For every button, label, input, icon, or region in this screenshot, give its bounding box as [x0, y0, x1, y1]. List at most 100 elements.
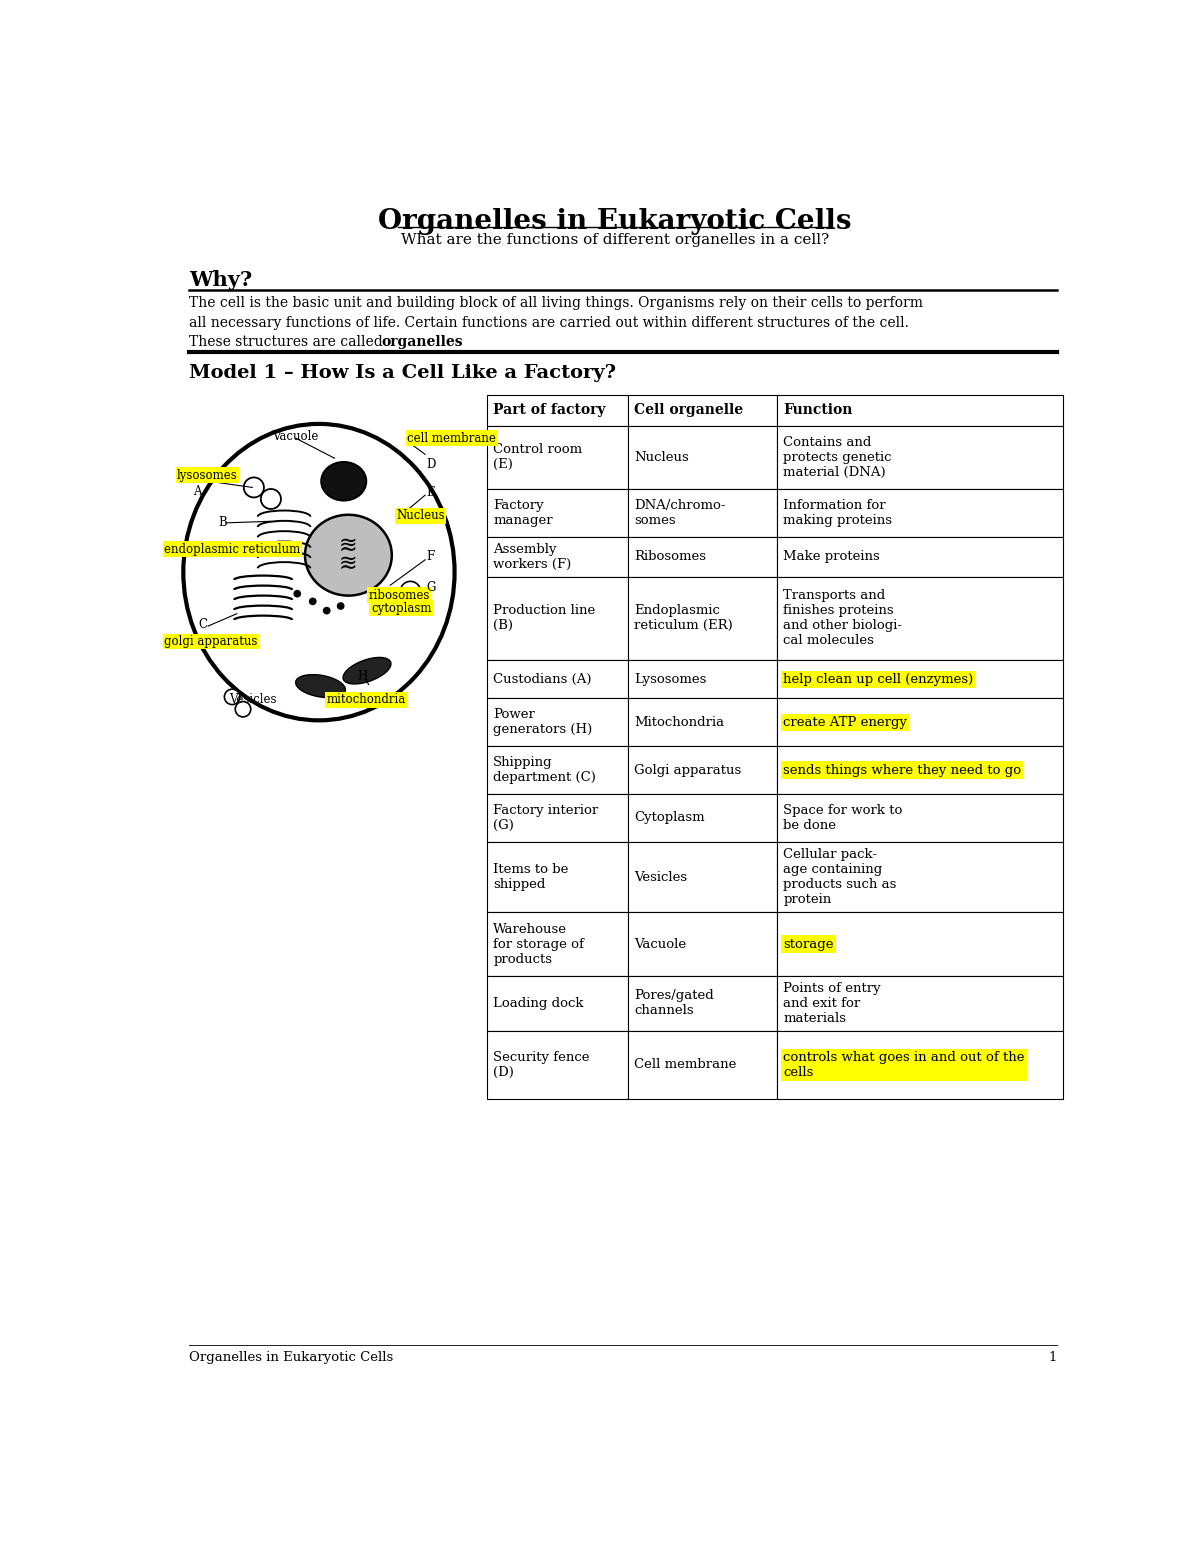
Bar	[487, 394, 628, 426]
Bar	[776, 489, 1063, 537]
Text: .: .	[440, 335, 445, 349]
Bar	[628, 842, 776, 913]
Text: Points of entry
and exit for
materials: Points of entry and exit for materials	[784, 981, 881, 1025]
Circle shape	[401, 581, 420, 601]
Text: Cell membrane: Cell membrane	[635, 1059, 737, 1072]
Text: Pores/gated
channels: Pores/gated channels	[635, 989, 714, 1017]
Bar	[487, 1031, 628, 1100]
Text: D: D	[427, 458, 436, 471]
Text: Assembly
workers (F): Assembly workers (F)	[493, 542, 571, 572]
Text: Endoplasmic
reticulum (ER): Endoplasmic reticulum (ER)	[635, 604, 733, 632]
Bar	[487, 537, 628, 576]
Text: What are the functions of different organelles in a cell?: What are the functions of different orga…	[401, 233, 829, 247]
Text: DNA/chromo-
somes: DNA/chromo- somes	[635, 499, 726, 526]
Text: E: E	[427, 486, 436, 499]
Text: all necessary functions of life. Certain functions are carried out within differ: all necessary functions of life. Certain…	[188, 315, 908, 329]
Bar	[487, 745, 628, 794]
Text: Vesicles: Vesicles	[229, 694, 276, 707]
Bar	[628, 699, 776, 745]
Circle shape	[260, 489, 281, 509]
Bar	[628, 426, 776, 489]
Bar	[776, 394, 1063, 426]
Bar	[628, 913, 776, 975]
Bar	[776, 537, 1063, 576]
Text: Vacuole: Vacuole	[272, 430, 319, 443]
Bar	[776, 842, 1063, 913]
Bar	[628, 660, 776, 699]
Bar	[628, 975, 776, 1031]
Bar	[487, 913, 628, 975]
Text: Factory
manager: Factory manager	[493, 499, 553, 526]
Text: Power
generators (H): Power generators (H)	[493, 708, 593, 736]
Text: Part of factory: Part of factory	[493, 404, 606, 418]
Text: create ATP energy: create ATP energy	[784, 716, 907, 728]
Text: Mitochondria: Mitochondria	[635, 716, 725, 728]
Bar	[776, 660, 1063, 699]
Bar	[487, 975, 628, 1031]
Text: Security fence
(D): Security fence (D)	[493, 1051, 590, 1079]
Bar	[487, 489, 628, 537]
Bar	[628, 745, 776, 794]
Text: Cell organelle: Cell organelle	[635, 404, 744, 418]
Text: sends things where they need to go: sends things where they need to go	[784, 764, 1021, 776]
Text: controls what goes in and out of the
cells: controls what goes in and out of the cel…	[784, 1051, 1025, 1079]
Text: Items to be
shipped: Items to be shipped	[493, 863, 569, 891]
Text: cell membrane: cell membrane	[407, 432, 496, 444]
Ellipse shape	[305, 514, 391, 596]
Ellipse shape	[322, 463, 366, 500]
Bar	[628, 576, 776, 660]
Text: B: B	[218, 516, 227, 530]
Text: ribosomes: ribosomes	[368, 589, 430, 601]
Circle shape	[337, 603, 344, 610]
Text: Transports and
finishes proteins
and other biologi-
cal molecules: Transports and finishes proteins and oth…	[784, 589, 902, 648]
Text: endoplasmic reticulum: endoplasmic reticulum	[164, 542, 300, 556]
Text: Cytoplasm: Cytoplasm	[635, 811, 706, 825]
Circle shape	[224, 690, 240, 705]
Text: C: C	[198, 618, 208, 631]
Text: Nucleus: Nucleus	[396, 509, 445, 522]
Text: golgi apparatus: golgi apparatus	[164, 635, 257, 648]
Bar	[487, 660, 628, 699]
Bar	[776, 699, 1063, 745]
Bar	[487, 842, 628, 913]
Text: G: G	[427, 581, 436, 595]
Text: Space for work to
be done: Space for work to be done	[784, 804, 902, 832]
Text: Golgi apparatus: Golgi apparatus	[635, 764, 742, 776]
Text: ≋
≋: ≋ ≋	[340, 536, 358, 575]
Bar	[628, 794, 776, 842]
Bar	[487, 576, 628, 660]
Text: 1: 1	[1049, 1351, 1057, 1364]
Bar	[776, 745, 1063, 794]
Text: Warehouse
for storage of
products: Warehouse for storage of products	[493, 922, 584, 966]
Text: H: H	[358, 671, 368, 683]
Bar	[628, 1031, 776, 1100]
Text: Shipping
department (C): Shipping department (C)	[493, 756, 596, 784]
Bar	[628, 394, 776, 426]
Text: Contains and
protects genetic
material (DNA): Contains and protects genetic material (…	[784, 436, 892, 478]
Bar	[776, 975, 1063, 1031]
Text: Information for
making proteins: Information for making proteins	[784, 499, 892, 526]
Text: Factory interior
(G): Factory interior (G)	[493, 804, 599, 832]
Bar	[487, 426, 628, 489]
Circle shape	[308, 598, 317, 606]
Text: Vesicles: Vesicles	[635, 871, 688, 884]
Text: lysosomes: lysosomes	[178, 469, 238, 481]
Text: The cell is the basic unit and building block of all living things. Organisms re: The cell is the basic unit and building …	[188, 297, 923, 311]
Circle shape	[323, 607, 330, 615]
Bar	[776, 913, 1063, 975]
Bar	[628, 537, 776, 576]
Text: Function: Function	[784, 404, 852, 418]
Text: F: F	[427, 550, 434, 564]
Circle shape	[235, 702, 251, 717]
Text: mitochondria: mitochondria	[326, 694, 406, 707]
Ellipse shape	[295, 674, 346, 697]
Text: Model 1 – How Is a Cell Like a Factory?: Model 1 – How Is a Cell Like a Factory?	[188, 365, 616, 382]
Text: cytoplasm: cytoplasm	[371, 603, 431, 615]
Bar	[776, 426, 1063, 489]
Text: storage: storage	[784, 938, 834, 950]
Text: Organelles in Eukaryotic Cells: Organelles in Eukaryotic Cells	[378, 208, 852, 235]
Text: These structures are called: These structures are called	[188, 335, 386, 349]
Text: Nucleus: Nucleus	[635, 450, 689, 464]
Text: Why?: Why?	[188, 270, 252, 289]
Bar	[487, 699, 628, 745]
